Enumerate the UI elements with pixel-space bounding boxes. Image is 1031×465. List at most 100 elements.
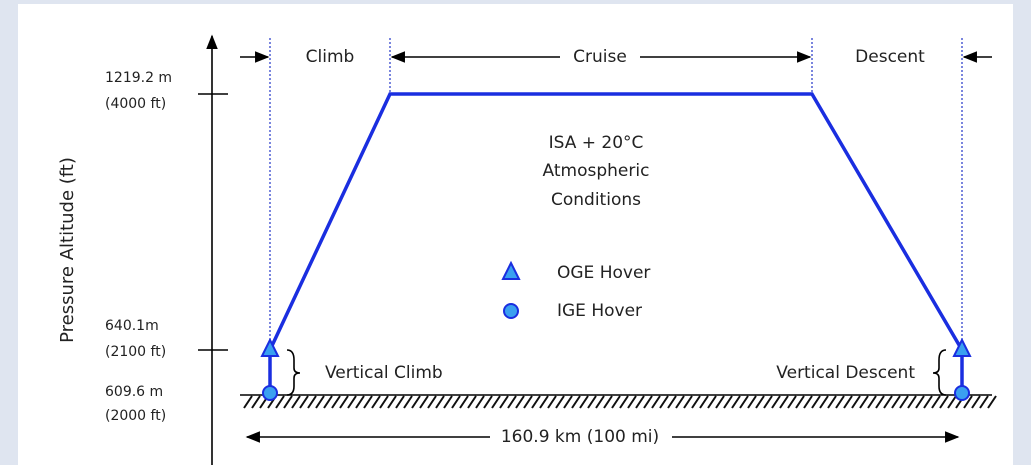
legend-marker [503,303,519,319]
hatch-line [379,395,389,409]
hatch-line [443,395,453,409]
hatch-line [339,395,349,409]
hatch-line [387,395,397,409]
hatch-line [347,395,357,409]
hatch-line [579,395,589,409]
level-label: (2000 ft) [105,408,166,424]
hatch-line [395,395,405,409]
conditions: ISA + 20°C [549,133,644,153]
hatch-line [307,395,317,409]
phase-label: Descent [855,47,925,67]
hatch-line [755,395,765,409]
flight-profile [268,92,964,395]
hatch-line [547,395,557,409]
hatch-line [939,395,949,409]
hatch-line [451,395,461,409]
hatch-line [291,395,301,409]
hatch-line [635,395,645,409]
hatch-line [539,395,549,409]
hatch-line [491,395,501,409]
hatch-line [331,395,341,409]
hatch-line [931,395,941,409]
conditions: Conditions [551,190,641,210]
hatch-line [251,395,261,409]
hatch-line [299,395,309,409]
hatch-line [419,395,429,409]
ige-marker [954,385,970,401]
hatch-line [435,395,445,409]
hatch-line [371,395,381,409]
hatch-line [739,395,749,409]
hatch-line [403,395,413,409]
hatch-line [699,395,709,409]
hatch-line [803,395,813,409]
hatch-line [467,395,477,409]
hatch-line [795,395,805,409]
hatch-line [643,395,653,409]
hatch-line [483,395,493,409]
hatch-line [763,395,773,409]
hatch-line [707,395,717,409]
legend-label: OGE Hover [557,263,650,283]
hatch-line [571,395,581,409]
hatch-line [835,395,845,409]
hatch-line [667,395,677,409]
hatch-line [683,395,693,409]
hatch-line [899,395,909,409]
oge-marker [952,337,972,357]
oge-marker [260,337,280,357]
level-label: 640.1m [105,318,159,334]
hatch-line [723,395,733,409]
hatch-line [867,395,877,409]
brace [932,349,947,396]
distance-label: 160.9 km (100 mi) [501,427,659,447]
hatch-line [963,395,973,409]
hatch-line [675,395,685,409]
hatch-line [659,395,669,409]
hatch-line [691,395,701,409]
hatch-line [475,395,485,409]
level-label: 609.6 m [105,384,163,400]
hatch-line [323,395,333,409]
ige-marker [262,385,278,401]
hatch-line [459,395,469,409]
hatch-line [859,395,869,409]
hatch-line [507,395,517,409]
hatch-line [243,395,253,409]
hatch-line [563,395,573,409]
level-label: 1219.2 m [105,70,172,86]
hatch-line [587,395,597,409]
hatch-line [531,395,541,409]
hatch-line [411,395,421,409]
hatch-line [315,395,325,409]
hatch-line [747,395,757,409]
hatch-line [891,395,901,409]
hatch-line [363,395,373,409]
hatch-line [851,395,861,409]
hatch-line [907,395,917,409]
hatch-line [779,395,789,409]
hatch-line [979,395,989,409]
hatch-line [619,395,629,409]
hatch-line [555,395,565,409]
hatch-line [499,395,509,409]
segment-label: Vertical Climb [325,363,443,383]
y-axis-label: Pressure Altitude (ft) [57,157,78,343]
hatch-line [787,395,797,409]
hatch-line [827,395,837,409]
hatch-line [947,395,957,409]
hatch-line [283,395,293,409]
hatch-line [595,395,605,409]
hatch-line [355,395,365,409]
legend-label: IGE Hover [557,301,642,321]
hatch-line [515,395,525,409]
legend-marker [501,260,521,280]
conditions: Atmospheric [543,161,650,181]
hatch-line [843,395,853,409]
hatch-line [771,395,781,409]
hatch-line [627,395,637,409]
hatch-line [427,395,437,409]
level-label: (4000 ft) [105,96,166,112]
phase-label: Cruise [573,47,627,67]
